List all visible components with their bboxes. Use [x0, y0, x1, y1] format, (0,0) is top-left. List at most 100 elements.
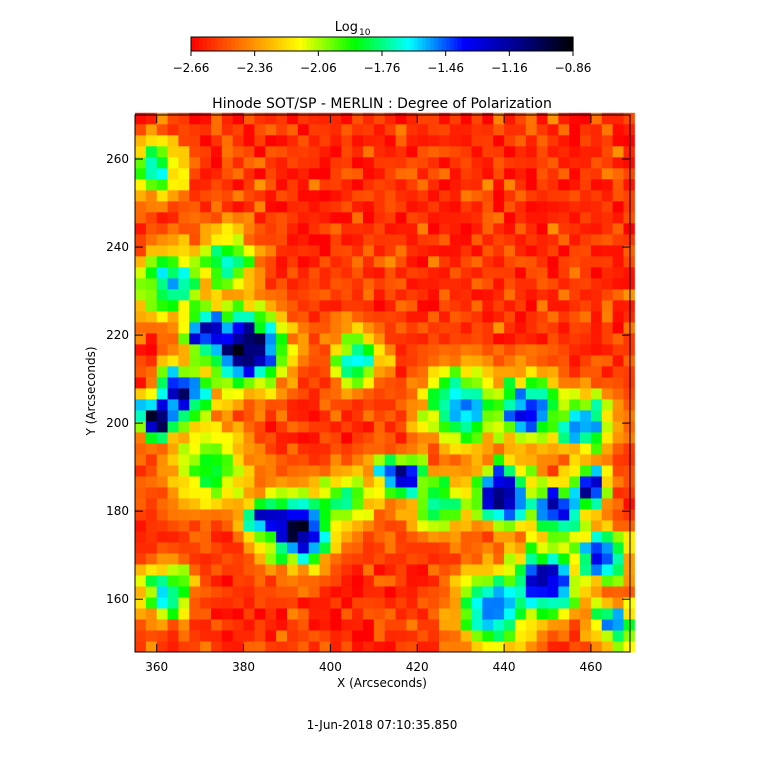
heatmap-cell — [210, 211, 223, 224]
heatmap-cell — [395, 299, 407, 312]
colorbar-cell — [409, 37, 415, 51]
heatmap-cell — [493, 321, 505, 334]
heatmap-cell — [569, 244, 581, 257]
heatmap-cell — [167, 233, 179, 246]
heatmap-cell — [189, 596, 201, 609]
heatmap-cell — [200, 354, 212, 367]
heatmap-cell — [254, 354, 266, 367]
heatmap-cell — [145, 321, 158, 334]
heatmap-cell — [221, 585, 234, 598]
heatmap-cell — [482, 596, 494, 609]
heatmap-cell — [254, 343, 266, 356]
heatmap-cell — [514, 585, 527, 598]
heatmap-cell — [319, 387, 331, 400]
heatmap-cell — [330, 156, 342, 169]
heatmap-cell — [460, 354, 473, 367]
heatmap-cell — [384, 310, 397, 323]
heatmap-cell — [438, 409, 451, 422]
heatmap-cell — [471, 211, 483, 224]
heatmap-cell — [471, 629, 483, 642]
heatmap-cell — [243, 376, 255, 389]
heatmap-cell — [460, 618, 473, 631]
heatmap-cell — [254, 277, 266, 290]
heatmap-cell — [514, 288, 527, 301]
heatmap-cell — [536, 387, 548, 400]
heatmap-cell — [449, 211, 462, 224]
heatmap-cell — [373, 332, 386, 345]
y-tick-label: 160 — [106, 592, 129, 606]
heatmap-cell — [167, 464, 179, 477]
heatmap-cell — [558, 178, 570, 191]
heatmap-cell — [221, 464, 234, 477]
heatmap-cell — [362, 288, 375, 301]
heatmap-cell — [200, 200, 212, 213]
heatmap-cell — [449, 497, 462, 510]
heatmap-cell — [471, 486, 483, 499]
heatmap-cell — [428, 123, 440, 136]
heatmap-cell — [482, 178, 494, 191]
heatmap-cell — [232, 211, 245, 224]
heatmap-cell — [308, 321, 321, 334]
heatmap-cell — [623, 486, 635, 499]
heatmap-cell — [623, 475, 635, 488]
heatmap-cell — [189, 244, 201, 257]
heatmap-cell — [590, 354, 603, 367]
heatmap-cell — [449, 222, 462, 235]
heatmap-cell — [232, 343, 245, 356]
heatmap-cell — [319, 607, 331, 620]
heatmap-cell — [471, 519, 483, 532]
heatmap-cell — [352, 134, 364, 147]
heatmap-cell — [232, 398, 245, 411]
heatmap-cell — [210, 420, 223, 433]
heatmap-cell — [580, 629, 592, 642]
heatmap-cell — [547, 200, 559, 213]
heatmap-cell — [178, 376, 190, 389]
heatmap-cell — [232, 288, 245, 301]
heatmap-cell — [601, 321, 614, 334]
heatmap-cell — [330, 354, 342, 367]
heatmap-cell — [319, 365, 331, 378]
heatmap-cell — [135, 431, 147, 444]
heatmap-cell — [558, 134, 570, 147]
heatmap-cell — [384, 574, 397, 587]
heatmap-cell — [536, 618, 548, 631]
heatmap-cell — [601, 563, 614, 576]
heatmap-cell — [525, 332, 538, 345]
heatmap-cell — [276, 541, 288, 554]
heatmap-cell — [145, 431, 158, 444]
heatmap-cell — [460, 530, 473, 543]
heatmap-cell — [362, 519, 375, 532]
heatmap-cell — [265, 519, 277, 532]
heatmap-cell — [406, 541, 418, 554]
colorbar-cell — [306, 37, 311, 51]
heatmap-cell — [330, 189, 342, 202]
heatmap-cell — [373, 508, 386, 521]
heatmap-cell — [200, 178, 212, 191]
heatmap-cell — [373, 409, 386, 422]
heatmap-cell — [210, 641, 223, 653]
heatmap-cell — [514, 211, 527, 224]
heatmap-cell — [460, 310, 473, 323]
heatmap-cell — [406, 343, 418, 356]
heatmap-cell — [504, 519, 516, 532]
heatmap-cell — [178, 409, 190, 422]
heatmap-cell — [297, 541, 310, 554]
heatmap-cell — [319, 266, 331, 279]
heatmap-cell — [395, 442, 407, 455]
y-tick-label: 200 — [106, 416, 129, 430]
heatmap-cell — [449, 156, 462, 169]
heatmap-cell — [330, 178, 342, 191]
heatmap-cell — [395, 629, 407, 642]
heatmap-cell — [232, 563, 245, 576]
heatmap-cell — [362, 497, 375, 510]
colorbar-cell — [318, 37, 323, 51]
heatmap-cell — [417, 431, 429, 444]
heatmap-cell — [135, 376, 147, 389]
heatmap-cell — [308, 233, 321, 246]
heatmap-cell — [590, 321, 603, 334]
heatmap-cell — [406, 288, 418, 301]
heatmap-cell — [384, 123, 397, 136]
heatmap-cell — [493, 387, 505, 400]
heatmap-cell — [493, 112, 505, 125]
heatmap-cell — [232, 112, 245, 125]
